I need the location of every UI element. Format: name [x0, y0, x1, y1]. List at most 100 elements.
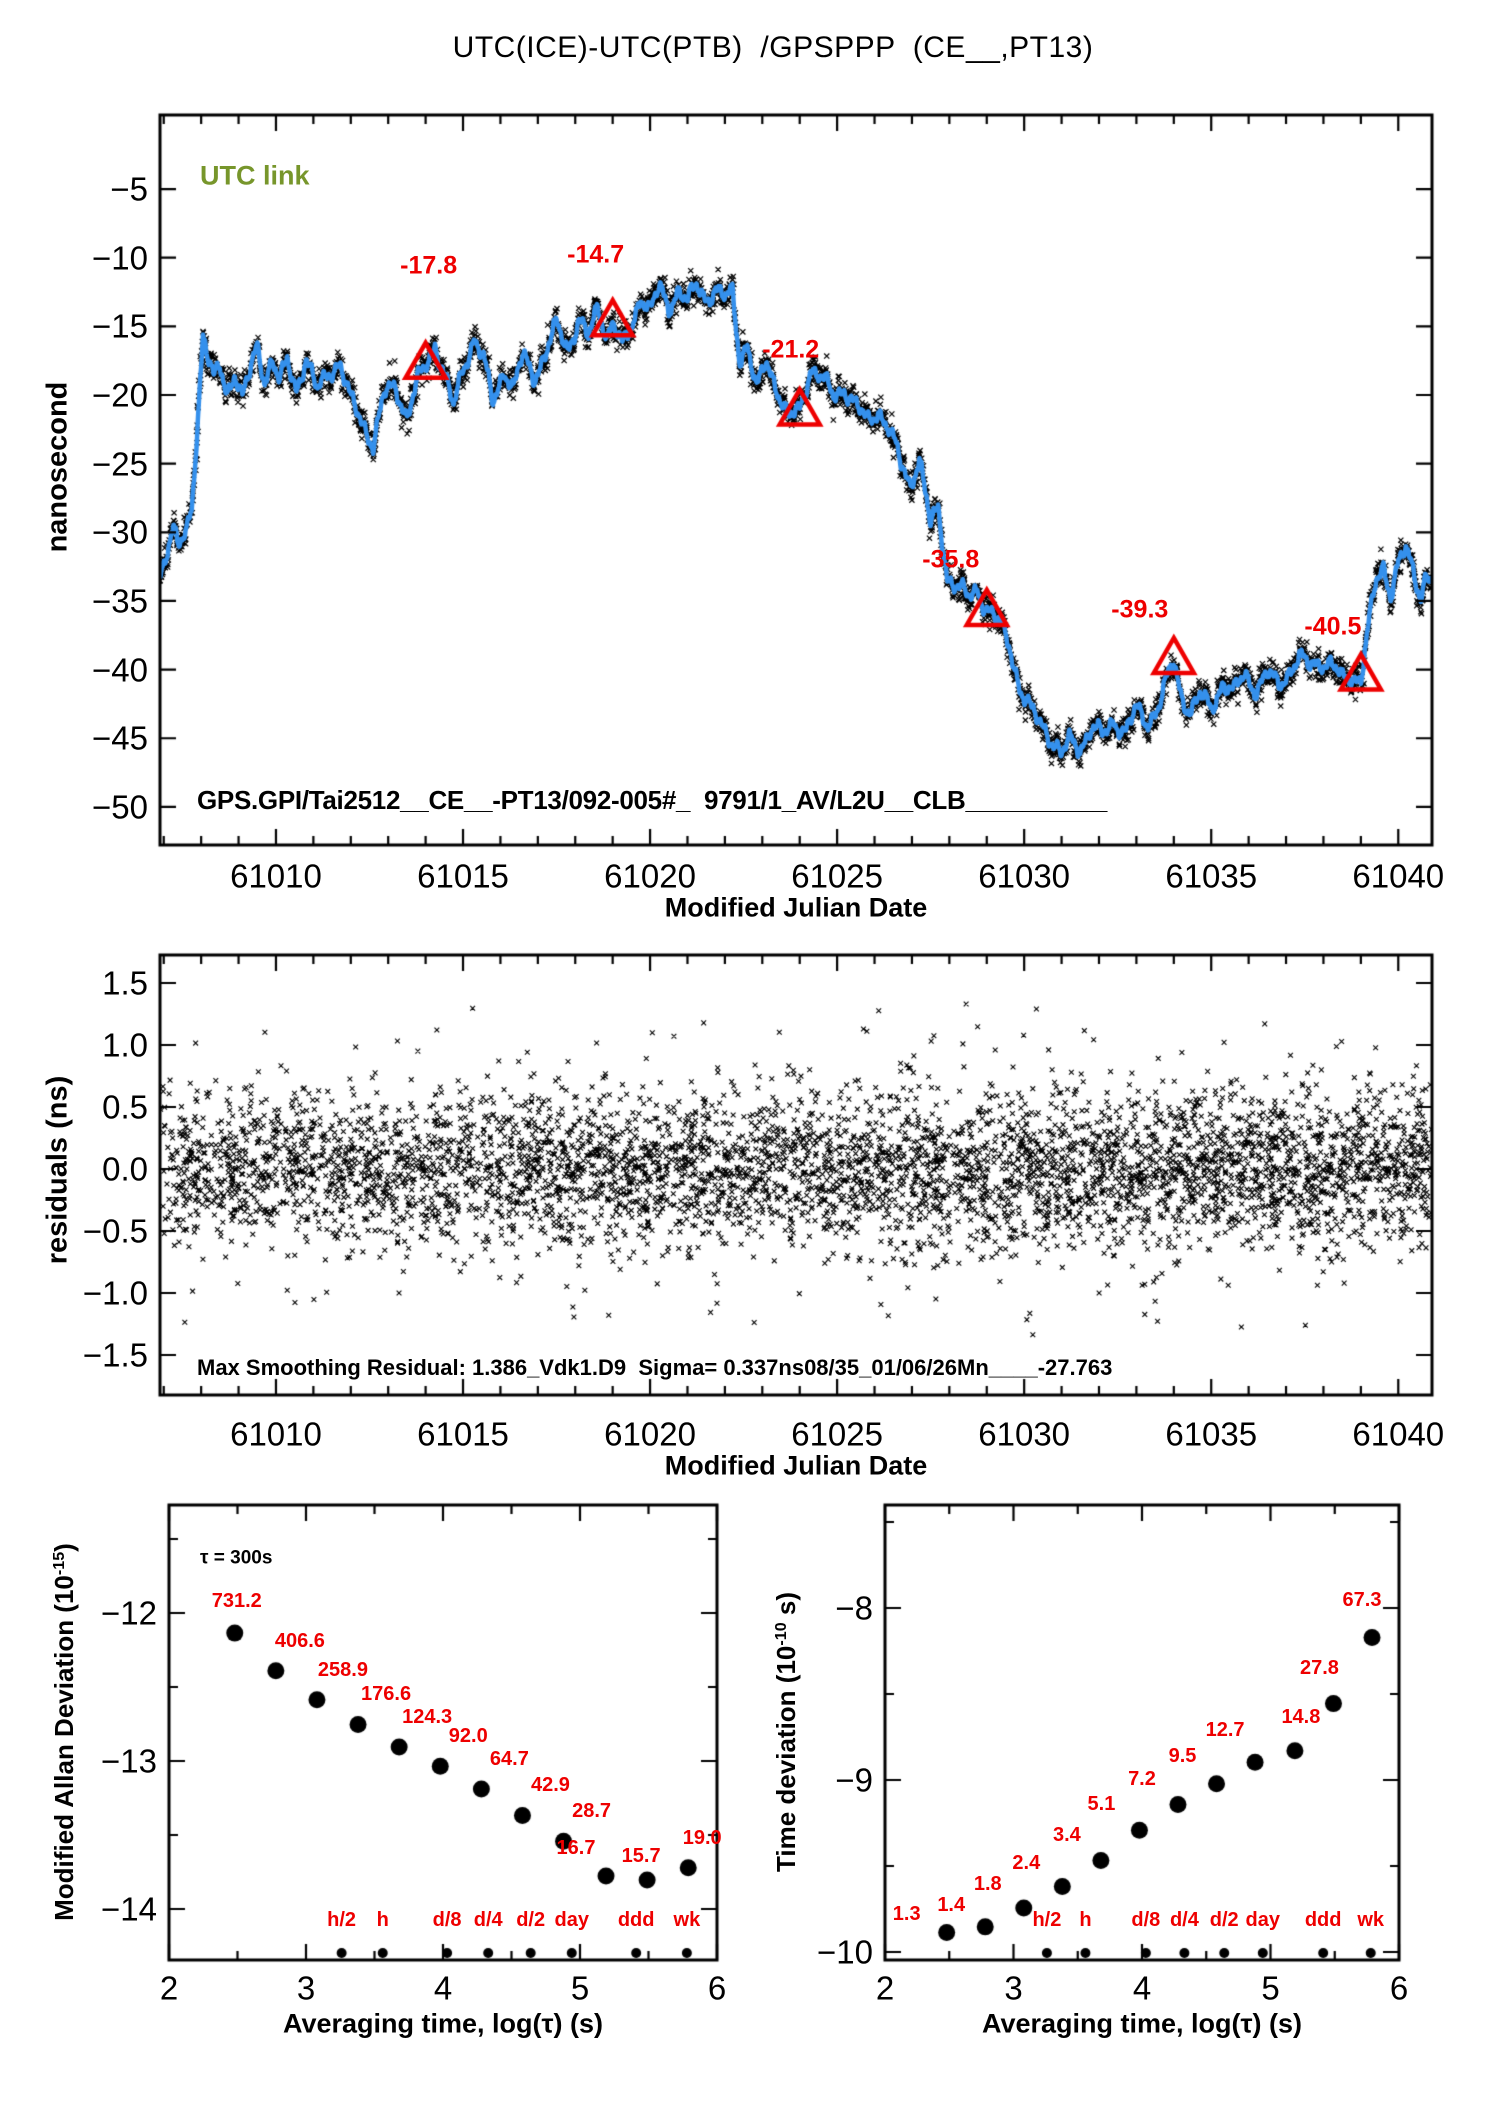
panel3-x-axis-title: Averaging time, log(τ) (s) — [282, 2008, 604, 2039]
mdev-point-label: 124.3 — [402, 1706, 453, 1729]
figure-title: UTC(ICE)-UTC(PTB) /GPSPPP (CE__,PT13) — [452, 31, 1094, 64]
panel3-y-axis-title-end: ) — [49, 1543, 79, 1552]
tdev-point-label: 1.8 — [973, 1873, 1002, 1896]
panel3-x-tick-label: 2 — [159, 1969, 179, 2007]
panel2-y-tick-label: 1.0 — [102, 1026, 148, 1064]
marker-value-label: -21.2 — [762, 335, 820, 364]
tdev-point-label: 14.8 — [1281, 1705, 1321, 1728]
mdev-point-label: 64.7 — [489, 1747, 529, 1770]
marker-value-label: -17.8 — [400, 251, 458, 280]
mdev-point-label: 92.0 — [448, 1725, 488, 1748]
panel4-x-tick-label: 4 — [1132, 1969, 1152, 2007]
time-unit-label: day — [1245, 1909, 1281, 1931]
panel3-x-tick-label: 6 — [707, 1969, 727, 2007]
panel2-x-tick-label: 61025 — [791, 1415, 883, 1453]
panel4-x-tick-label: 6 — [1389, 1969, 1409, 2007]
mdev-point-label: 42.9 — [530, 1774, 570, 1797]
panel2-annotation: Max Smoothing Residual: 1.386_Vdk1.D9 Si… — [197, 1355, 1113, 1380]
time-unit-label: h — [376, 1909, 389, 1931]
panel1-x-tick-label: 61020 — [604, 857, 696, 895]
time-unit-label: ddd — [1304, 1909, 1342, 1931]
panel2-x-tick-label: 61040 — [1352, 1415, 1445, 1453]
panel1-y-tick-label: −25 — [92, 445, 148, 483]
panel1-y-tick-label: −10 — [92, 239, 148, 277]
time-unit-label: h/2 — [327, 1909, 357, 1931]
panel1-y-tick-label: −45 — [92, 719, 148, 757]
tdev-point-label: 27.8 — [1299, 1656, 1339, 1679]
time-unit-label: d/8 — [432, 1909, 462, 1931]
panel4-x-tick-label: 5 — [1261, 1969, 1280, 2007]
mdev-point-label: 176.6 — [361, 1683, 412, 1706]
marker-value-label: -39.3 — [1111, 595, 1169, 624]
mdev-point-label: 406.6 — [274, 1629, 325, 1652]
tdev-point-label: 3.4 — [1052, 1823, 1081, 1846]
panel2-x-tick-label: 61030 — [978, 1415, 1071, 1453]
panel2-y-tick-label: 1.5 — [102, 964, 148, 1002]
panel2-y-tick-label: 0.5 — [102, 1088, 148, 1126]
panel3-y-axis-title: Modified Allan Deviation (10-15) — [49, 1543, 79, 1921]
panel3-y-axis-title-base: Modified Allan Deviation (10 — [49, 1575, 79, 1921]
mdev-point-label: 16.7 — [556, 1837, 596, 1860]
panel3-y-tick-label: −12 — [101, 1594, 157, 1632]
panel1-x-tick-label: 61035 — [1165, 857, 1258, 895]
time-unit-label: h/2 — [1032, 1909, 1062, 1931]
time-unit-label: h — [1079, 1909, 1092, 1931]
panel4-x-axis-title: Averaging time, log(τ) (s) — [981, 2008, 1303, 2039]
panel4-y-axis-title-end: s) — [771, 1591, 801, 1623]
time-unit-label: wk — [673, 1909, 701, 1931]
panel1-y-tick-label: −5 — [110, 170, 148, 208]
panel1-y-tick-label: −15 — [92, 307, 148, 345]
panel3-y-tick-label: −13 — [101, 1742, 157, 1780]
time-unit-label: day — [554, 1909, 589, 1931]
mdev-point-label: 15.7 — [621, 1845, 661, 1867]
tdev-point-label: 1.3 — [892, 1903, 921, 1926]
panel1-y-axis-title: nanosecond — [41, 381, 74, 553]
mdev-point-label: 731.2 — [211, 1590, 262, 1613]
marker-value-label: -14.7 — [567, 240, 625, 269]
time-unit-label: d/8 — [1131, 1909, 1161, 1931]
panel2-y-tick-label: −1.5 — [82, 1336, 148, 1374]
panel3-y-axis-title-sup: -15 — [50, 1551, 69, 1576]
panel2-x-tick-label: 61015 — [417, 1415, 509, 1453]
time-unit-label: ddd — [617, 1909, 655, 1931]
panel1-footer-annotation: GPS.GPI/Tai2512__CE__-PT13/092-005#_ 979… — [197, 785, 1108, 815]
marker-value-label: -40.5 — [1304, 612, 1362, 641]
panel4-y-axis-title-base: Time deviation (10 — [771, 1645, 801, 1873]
panel1-y-tick-label: −40 — [92, 651, 148, 689]
time-unit-label: wk — [1357, 1909, 1385, 1931]
panel4-x-tick-label: 3 — [1004, 1969, 1023, 2007]
panel1-x-tick-label: 61010 — [230, 857, 322, 895]
tdev-point-label: 5.1 — [1087, 1793, 1116, 1816]
panel4-y-tick-label: −9 — [835, 1761, 873, 1799]
panel2-y-tick-label: 0.0 — [102, 1150, 148, 1188]
tdev-point-label: 12.7 — [1205, 1719, 1245, 1742]
panel4-x-tick-label: 2 — [875, 1969, 895, 2007]
panel2-x-tick-label: 61010 — [230, 1415, 322, 1453]
panel2-y-axis-title: residuals (ns) — [41, 1075, 74, 1265]
panel1-x-tick-label: 61030 — [978, 857, 1071, 895]
panel2-x-tick-label: 61020 — [604, 1415, 696, 1453]
mdev-point-label: 19.0 — [682, 1826, 722, 1849]
tdev-point-label: 9.5 — [1168, 1744, 1197, 1767]
panel3-x-tick-label: 5 — [570, 1969, 590, 2007]
panel3-x-tick-label: 4 — [433, 1969, 453, 2007]
panel3-x-tick-label: 3 — [296, 1969, 316, 2007]
panel2-y-tick-label: −0.5 — [82, 1212, 148, 1250]
tdev-point-label: 67.3 — [1342, 1588, 1382, 1611]
panel4-y-axis-title-sup: -10 — [772, 1622, 791, 1646]
time-unit-label: d/4 — [473, 1909, 503, 1931]
panel1-x-tick-label: 61015 — [417, 857, 509, 895]
tdev-point-label: 2.4 — [1012, 1851, 1041, 1874]
panel1-x-tick-label: 61040 — [1352, 857, 1445, 895]
mdev-point-label: 28.7 — [572, 1800, 612, 1823]
tdev-point-label: 1.4 — [937, 1893, 966, 1916]
tdev-point-label: 7.2 — [1128, 1767, 1156, 1790]
panel4-y-tick-label: −8 — [835, 1589, 873, 1627]
mdev-point-label: 258.9 — [317, 1658, 368, 1681]
time-unit-label: d/2 — [516, 1909, 546, 1931]
panel4-y-axis-title: Time deviation (10-10 s) — [771, 1591, 801, 1873]
panel3-tau-note: τ = 300s — [200, 1547, 273, 1569]
marker-value-label: -35.8 — [922, 545, 980, 574]
